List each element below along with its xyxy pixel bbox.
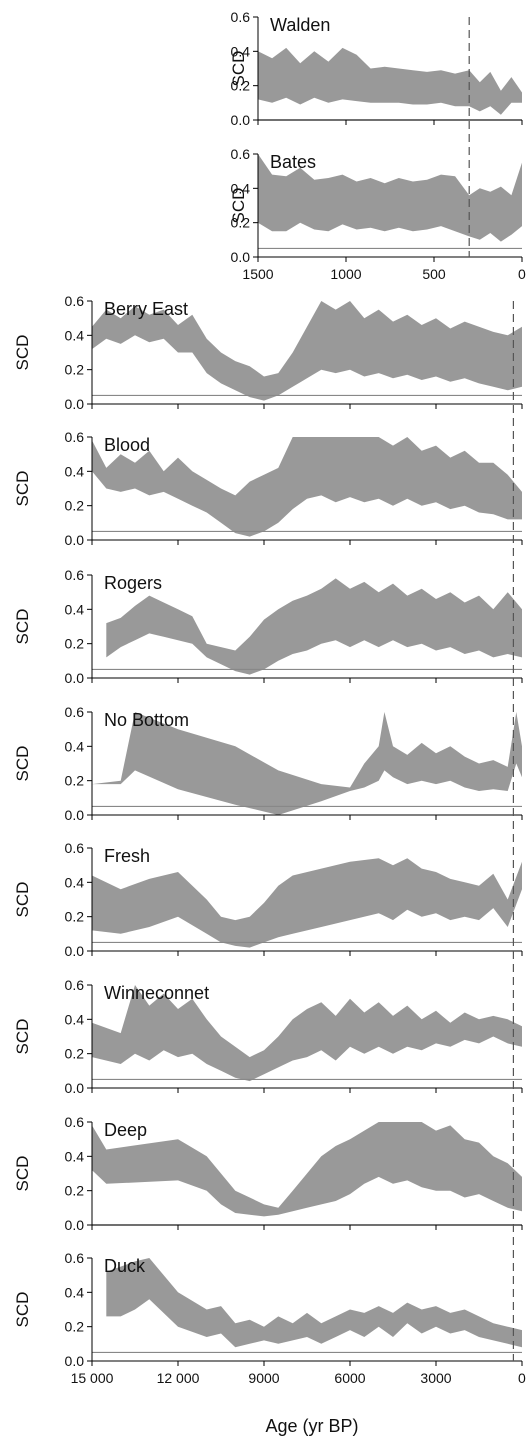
y-tick-label: 0.2: [65, 909, 85, 925]
panel-winneconnet: 0.0 0.2 0.4 0.6 SCD Winneconnet: [13, 977, 523, 1096]
y-axis-title: SCD: [13, 1156, 32, 1192]
y-tick-label: 0.4: [65, 738, 85, 754]
panel-rogers: 0.0 0.2 0.4 0.6 SCD Rogers: [13, 567, 523, 686]
y-tick-label: 0.0: [65, 396, 85, 412]
scd-band: [258, 154, 522, 242]
panel-title: Duck: [104, 1256, 146, 1276]
y-tick-label: 0.6: [231, 9, 251, 25]
y-tick-label: 0.6: [65, 840, 85, 856]
panel-no-bottom: 0.0 0.2 0.4 0.6 SCD No Bottom: [13, 704, 523, 823]
panel-blood: 0.0 0.2 0.4 0.6 SCD Blood: [13, 429, 523, 548]
y-tick-label: 0.6: [65, 1250, 85, 1266]
bottom-x-tick-label: 3000: [420, 1370, 451, 1386]
scd-band: [92, 985, 522, 1082]
scd-band: [92, 858, 522, 948]
scd-band: [258, 47, 522, 115]
y-tick-label: 0.2: [65, 1319, 85, 1335]
scd-band: [92, 1122, 522, 1217]
y-axis-title: SCD: [13, 1292, 32, 1328]
y-tick-label: 0.2: [65, 498, 85, 514]
bottom-x-tick-label: 0: [518, 1370, 526, 1386]
y-tick-label: 0.6: [65, 293, 85, 309]
top-x-tick-label: 1000: [330, 266, 361, 282]
panel-walden: 0.0 0.2 0.4 0.6 SCD Walden: [229, 9, 523, 128]
x-axis-title: Age (yr BP): [265, 1416, 358, 1436]
y-axis-title: SCD: [13, 1019, 32, 1055]
y-axis-title: SCD: [13, 335, 32, 371]
panels-group: 0.0 0.2 0.4 0.6 SCD Walden 0.0 0.2 0.4 0.6 SCD Bate…: [13, 9, 526, 1386]
bottom-x-tick-label: 6000: [334, 1370, 365, 1386]
panel-title: Berry East: [104, 299, 188, 319]
panel-bates: 0.0 0.2 0.4 0.6 SCD Bates: [229, 146, 523, 265]
top-x-tick-label: 1500: [242, 266, 273, 282]
y-tick-label: 0.0: [65, 1353, 85, 1369]
top-x-tick-label: 500: [422, 266, 446, 282]
y-tick-label: 0.6: [65, 704, 85, 720]
y-tick-label: 0.2: [65, 773, 85, 789]
y-axis-title: SCD: [229, 188, 248, 224]
panel-title: Winneconnet: [104, 983, 209, 1003]
bottom-x-tick-label: 9000: [248, 1370, 279, 1386]
y-tick-label: 0.6: [65, 977, 85, 993]
y-tick-label: 0.0: [231, 249, 251, 265]
y-tick-label: 0.4: [65, 463, 85, 479]
scd-band: [92, 437, 522, 537]
y-tick-label: 0.6: [65, 429, 85, 445]
y-tick-label: 0.4: [65, 874, 85, 890]
panel-title: Blood: [104, 435, 150, 455]
y-tick-label: 0.4: [65, 1284, 85, 1300]
y-axis-title: SCD: [229, 51, 248, 87]
y-tick-label: 0.2: [65, 362, 85, 378]
panel-title: Walden: [270, 15, 330, 35]
panel-duck: 0.0 0.2 0.4 0.6 SCD Duck: [13, 1250, 523, 1369]
y-tick-label: 0.0: [65, 943, 85, 959]
y-tick-label: 0.4: [65, 327, 85, 343]
panel-title: Rogers: [104, 573, 162, 593]
scd-band: [92, 712, 522, 815]
bottom-x-tick-label: 12 000: [157, 1370, 200, 1386]
panel-title: No Bottom: [104, 710, 189, 730]
y-tick-label: 0.0: [65, 532, 85, 548]
panel-deep: 0.0 0.2 0.4 0.6 SCD Deep: [13, 1114, 523, 1233]
y-tick-label: 0.0: [65, 1217, 85, 1233]
scd-band: [92, 301, 522, 401]
panel-berry-east: 0.0 0.2 0.4 0.6 SCD Berry East: [13, 293, 523, 412]
y-tick-label: 0.4: [65, 1148, 85, 1164]
y-tick-label: 0.2: [65, 1183, 85, 1199]
y-axis-title: SCD: [13, 471, 32, 507]
panel-fresh: 0.0 0.2 0.4 0.6 SCD Fresh: [13, 840, 523, 959]
y-tick-label: 0.0: [231, 112, 251, 128]
panel-title: Deep: [104, 1120, 147, 1140]
bottom-x-tick-label: 15 000: [71, 1370, 114, 1386]
y-tick-label: 0.4: [231, 43, 251, 59]
panel-title: Bates: [270, 152, 316, 172]
y-tick-label: 0.4: [65, 601, 85, 617]
y-tick-label: 0.0: [65, 1080, 85, 1096]
y-tick-label: 0.2: [231, 215, 251, 231]
y-tick-label: 0.0: [65, 807, 85, 823]
scd-band: [106, 578, 523, 675]
y-tick-label: 0.6: [231, 146, 251, 162]
y-tick-label: 0.6: [65, 1114, 85, 1130]
y-axis-title: SCD: [13, 609, 32, 645]
y-tick-label: 0.4: [231, 180, 251, 196]
panel-title: Fresh: [104, 846, 150, 866]
y-axis-title: SCD: [13, 746, 32, 782]
y-tick-label: 0.4: [65, 1011, 85, 1027]
y-tick-label: 0.2: [65, 1046, 85, 1062]
y-tick-label: 0.2: [65, 636, 85, 652]
y-tick-label: 0.6: [65, 567, 85, 583]
scd-band: [106, 1258, 523, 1348]
y-tick-label: 0.0: [65, 670, 85, 686]
y-axis-title: SCD: [13, 882, 32, 918]
top-x-tick-label: 0: [518, 266, 526, 282]
y-tick-label: 0.2: [231, 78, 251, 94]
